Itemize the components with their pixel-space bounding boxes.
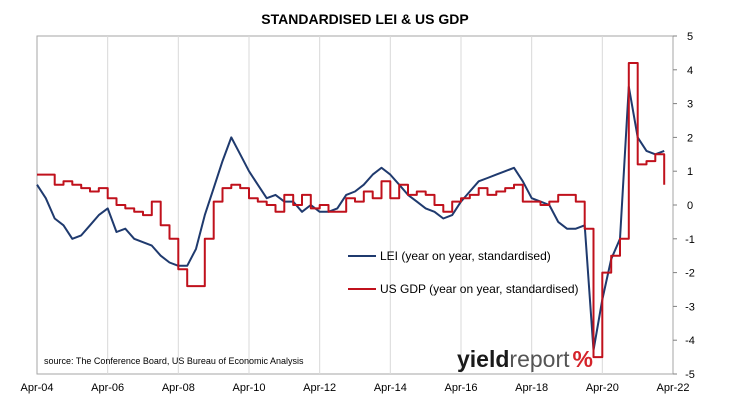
y-tick-label: -3: [685, 301, 695, 313]
legend-label-gdp: US GDP (year on year, standardised): [380, 282, 579, 296]
x-tick-label: Apr-10: [232, 382, 265, 394]
x-tick-label: Apr-08: [162, 382, 195, 394]
legend: LEI (year on year, standardised) US GDP …: [348, 249, 579, 296]
x-tick-label: Apr-22: [656, 382, 689, 394]
x-tick-label: Apr-04: [20, 382, 53, 394]
source-note: source: The Conference Board, US Bureau …: [44, 356, 304, 366]
y-tick-label: -5: [685, 369, 695, 381]
gridlines: [107, 36, 603, 374]
x-tick-label: Apr-18: [515, 382, 548, 394]
y-tick-label: 1: [687, 166, 693, 178]
y-tick-label: -4: [685, 335, 695, 347]
y-tick-label: 4: [687, 65, 693, 77]
logo-main: yield: [457, 346, 509, 372]
y-tick-label: 0: [687, 200, 693, 212]
y-tick-label: 2: [687, 132, 693, 144]
x-axis: Apr-04 Apr-06 Apr-08 Apr-10 Apr-12 Apr-14 Apr-…: [20, 382, 689, 394]
series-line-gdp: [37, 62, 666, 359]
x-tick-label: Apr-16: [444, 382, 477, 394]
y-axis-right: 5 4 3 2 1 0 -1 -2 -3 -4 -5: [673, 31, 695, 381]
y-tick-label: -1: [685, 234, 695, 246]
x-tick-label: Apr-14: [374, 382, 407, 394]
x-tick-label: Apr-06: [91, 382, 124, 394]
legend-label-lei: LEI (year on year, standardised): [380, 249, 551, 263]
logo-percent-symbol: %: [573, 346, 593, 372]
plot-area: [36, 35, 674, 375]
y-tick-label: 3: [687, 99, 693, 111]
logo-light: report: [509, 346, 570, 372]
series-layer: [36, 62, 666, 359]
y-tick-label: 5: [687, 31, 693, 43]
chart-title: STANDARDISED LEI & US GDP: [261, 11, 468, 27]
yieldreport-logo: yieldreport%: [457, 346, 593, 372]
x-tick-label: Apr-20: [586, 382, 619, 394]
x-tick-label: Apr-12: [303, 382, 336, 394]
series-line-lei: [36, 85, 665, 352]
y-tick-label: -2: [685, 268, 695, 280]
